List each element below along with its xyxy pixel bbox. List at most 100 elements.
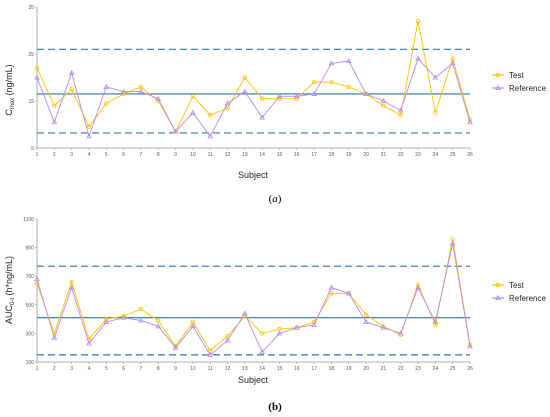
auc-reference-point <box>241 310 248 316</box>
cmax-x-tick-label: 9 <box>174 152 177 158</box>
cmax-test-point <box>415 18 421 24</box>
auc-test-point <box>138 306 144 312</box>
cmax-x-tick-label: 16 <box>294 152 300 158</box>
auc-x-tick-label: 26 <box>467 366 473 372</box>
cmax-reference-point <box>397 107 404 113</box>
auc-x-tick-label: 8 <box>157 366 160 372</box>
auc-x-tick-label: 24 <box>433 366 439 372</box>
cmax-reference-point <box>34 74 40 80</box>
cmax-test-point <box>398 112 403 118</box>
auc-y-axis-label: AUC0-t (h*ng/mL) <box>4 256 16 324</box>
auc-reference-point <box>68 284 75 290</box>
cmax-test-point <box>311 79 317 85</box>
auc-reference-point <box>397 330 404 336</box>
cmax-test-point <box>294 96 299 101</box>
auc-x-tick-label: 17 <box>311 366 317 372</box>
auc-reference-point <box>432 318 439 324</box>
auc-reference-point <box>328 284 335 290</box>
auc-x-tick-label: 11 <box>208 366 213 372</box>
cmax-y-axis-label: Cmax (ng/mL) <box>4 64 16 115</box>
cmax-x-tick-label: 6 <box>122 152 125 158</box>
auc-reference-point <box>172 344 179 350</box>
cmax-reference-point <box>467 119 473 125</box>
cmax-y-tick-label: 35 <box>28 5 34 11</box>
auc-x-tick-label: 16 <box>294 366 300 372</box>
auc-reference-point <box>293 324 300 330</box>
cmax-y-tick-label: 25 <box>28 52 34 58</box>
cmax-test-point <box>34 65 40 71</box>
auc-x-tick-label: 7 <box>140 366 143 372</box>
auc-reference-point <box>449 240 456 246</box>
legend-reference-marker <box>495 84 501 91</box>
cmax-x-tick-label: 2 <box>53 152 56 158</box>
auc-test-point <box>259 331 265 336</box>
cmax-test-point <box>207 112 213 118</box>
cmax-x-tick-label: 14 <box>259 152 265 158</box>
cmax-x-tick-label: 26 <box>467 152 473 158</box>
cmax-x-tick-label: 18 <box>329 152 335 158</box>
auc-reference-point <box>345 290 352 296</box>
auc-reference-point <box>415 284 421 290</box>
cmax-reference-point <box>241 88 248 94</box>
cmax-reference-point <box>415 55 421 61</box>
cmax-x-tick-label: 22 <box>398 152 404 158</box>
auc-y-tick-label: 100 <box>26 360 35 366</box>
cmax-x-tick-label: 10 <box>190 152 196 158</box>
cmax-reference-point <box>224 100 231 106</box>
cmax-test-point <box>121 91 126 97</box>
cmax-y-tick-label: 15 <box>28 99 34 105</box>
cmax-test-point <box>86 124 92 130</box>
cmax-reference-point <box>380 98 387 103</box>
cmax-x-tick-label: 25 <box>450 152 456 158</box>
cmax-reference-point <box>172 128 179 134</box>
auc-test-point <box>415 282 421 287</box>
cmax-test-point <box>346 84 351 90</box>
cmax-reference-point <box>345 58 352 64</box>
auc-x-tick-label: 9 <box>174 366 177 372</box>
cmax-test-point <box>329 79 334 85</box>
cmax-reference-point <box>432 74 439 80</box>
legend-test-label: Test <box>509 71 524 80</box>
legend-test-label: Test <box>509 281 524 290</box>
auc-y-tick-label: 1100 <box>23 217 34 223</box>
legend-test-marker <box>495 72 501 78</box>
auc-y-tick-label: 300 <box>26 331 35 337</box>
cmax-x-tick-label: 3 <box>70 152 73 158</box>
cmax-x-tick-label: 20 <box>363 152 369 158</box>
auc-x-tick-label: 10 <box>190 366 196 372</box>
auc-x-tick-label: 12 <box>225 366 231 372</box>
auc-x-tick-label: 19 <box>346 366 352 372</box>
auc-test-point <box>467 342 473 348</box>
auc-reference-point <box>311 321 318 327</box>
auc-test-point <box>34 281 40 286</box>
auc-x-tick-label: 21 <box>381 366 387 372</box>
cmax-x-tick-label: 8 <box>157 152 160 158</box>
cmax-x-tick-label: 11 <box>208 152 213 158</box>
cmax-x-tick-label: 13 <box>242 152 248 158</box>
auc-y-tick-label: 700 <box>26 274 35 280</box>
auc-reference-point <box>467 343 473 349</box>
cmax-reference-point <box>276 93 283 99</box>
auc-test-point <box>329 291 334 296</box>
auc-reference-point <box>259 348 266 354</box>
cmax-test-point <box>69 87 74 92</box>
legend-reference-marker <box>495 294 501 301</box>
cmax-reference-point <box>189 109 196 115</box>
auc-x-tick-label: 25 <box>450 366 456 372</box>
cmax-x-tick-label: 15 <box>277 152 283 158</box>
auc-x-tick-label: 13 <box>242 366 248 372</box>
auc-reference-point <box>86 340 92 346</box>
auc-x-tick-label: 14 <box>259 366 265 372</box>
auc-reference-point <box>207 351 214 357</box>
auc-x-tick-label: 2 <box>53 366 56 372</box>
auc-test-series-line <box>36 238 471 352</box>
cmax-reference-point <box>311 90 318 96</box>
auc-reference-point <box>155 323 162 329</box>
auc-x-tick-label: 22 <box>398 366 404 372</box>
auc-x-tick-label: 1 <box>36 366 39 372</box>
auc-x-tick-label: 3 <box>70 366 73 372</box>
auc-reference-point <box>51 334 58 340</box>
cmax-reference-point <box>68 69 75 75</box>
